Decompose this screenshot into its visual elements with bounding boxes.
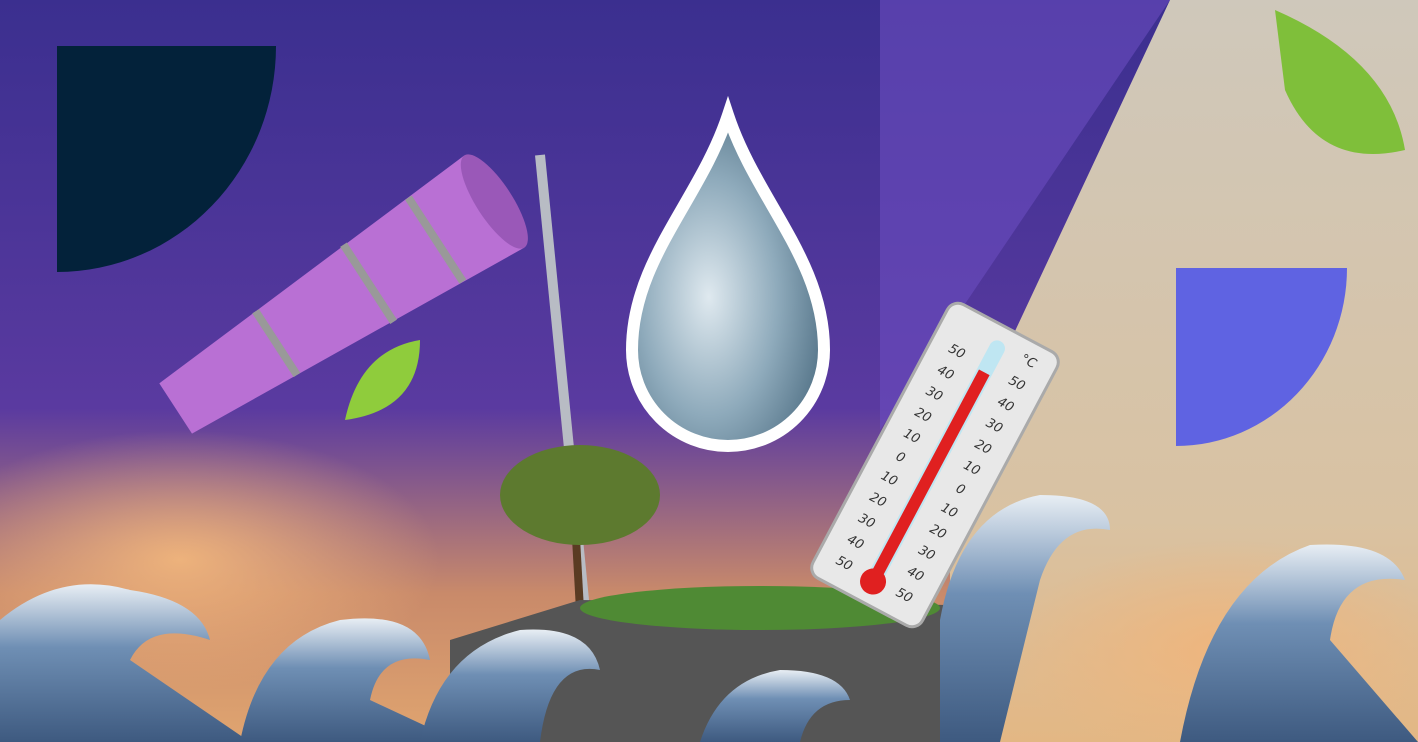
right-scale-label: 30 <box>983 416 1005 437</box>
left-scale-label: 20 <box>912 405 934 426</box>
left-scale-label: 40 <box>935 363 957 384</box>
left-scale-label: 10 <box>878 469 900 490</box>
right-scale-label: 20 <box>927 522 949 543</box>
left-scale-label: 10 <box>901 426 923 447</box>
right-scale-label: 30 <box>916 543 938 564</box>
leaf <box>1275 10 1405 154</box>
dark-quarter-circle <box>57 46 276 272</box>
left-scale-label: 50 <box>946 341 968 362</box>
left-scale-label: 40 <box>844 532 866 553</box>
windsock <box>159 154 528 434</box>
unit-label: °C <box>1018 351 1040 372</box>
right-scale-label: 50 <box>1006 373 1028 394</box>
right-scale-label: 40 <box>904 564 926 585</box>
thermometer: °C 5050404030302020101000101020203030404… <box>810 301 1060 629</box>
waves <box>0 495 1418 742</box>
water-drop <box>625 95 831 452</box>
right-scale-label: 40 <box>995 395 1017 416</box>
left-scale-label: 30 <box>856 511 878 532</box>
left-scale-label: 50 <box>833 553 855 574</box>
left-scale-label: 30 <box>923 384 945 405</box>
right-scale-label: 50 <box>893 585 915 606</box>
blue-quarter-circle <box>1176 268 1347 446</box>
leaf <box>345 340 420 420</box>
left-scale-label: 20 <box>867 490 889 511</box>
tree-crown <box>500 445 660 545</box>
right-scale-label: 10 <box>938 500 960 521</box>
right-scale-label: 10 <box>961 458 983 479</box>
cracked-ground <box>450 600 950 742</box>
right-scale-label: 20 <box>972 437 994 458</box>
